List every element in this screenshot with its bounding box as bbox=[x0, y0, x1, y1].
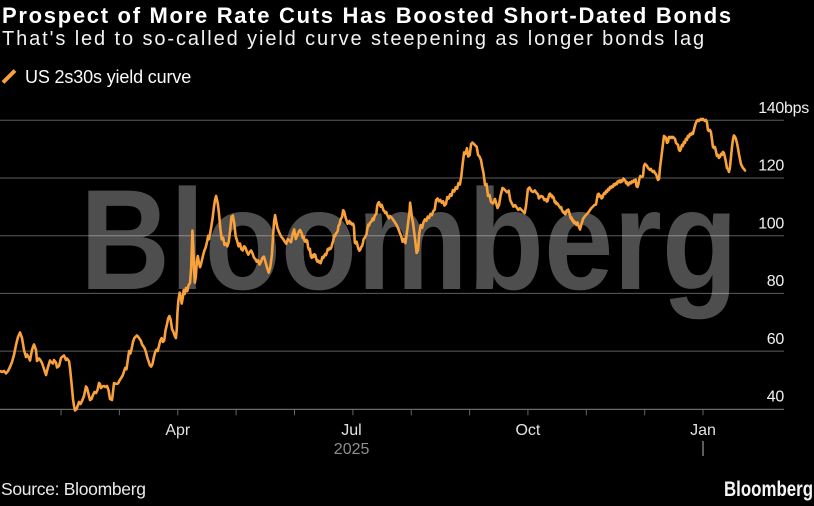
svg-text:Jul: Jul bbox=[341, 422, 361, 439]
svg-text:Apr: Apr bbox=[165, 422, 191, 439]
svg-text:Jan: Jan bbox=[690, 422, 716, 439]
svg-text:Bloomberg: Bloomberg bbox=[80, 161, 738, 320]
svg-text:Prospect of More Rate Cuts Has: Prospect of More Rate Cuts Has Boosted S… bbox=[2, 3, 733, 28]
svg-text:80: 80 bbox=[767, 273, 785, 290]
svg-text:Bloomberg: Bloomberg bbox=[724, 478, 813, 501]
svg-text:100: 100 bbox=[758, 215, 784, 232]
svg-text:bps: bps bbox=[784, 100, 809, 117]
svg-text:60: 60 bbox=[767, 331, 785, 348]
svg-text:US 2s30s yield curve: US 2s30s yield curve bbox=[25, 67, 191, 87]
svg-text:Source: Bloomberg: Source: Bloomberg bbox=[1, 479, 146, 499]
svg-text:Oct: Oct bbox=[515, 422, 540, 439]
svg-text:140: 140 bbox=[758, 100, 784, 117]
svg-text:2025: 2025 bbox=[334, 441, 370, 458]
svg-text:120: 120 bbox=[758, 158, 784, 175]
svg-text:40: 40 bbox=[767, 389, 785, 406]
svg-text:That's led to so-called yield: That's led to so-called yield curve stee… bbox=[2, 28, 706, 50]
